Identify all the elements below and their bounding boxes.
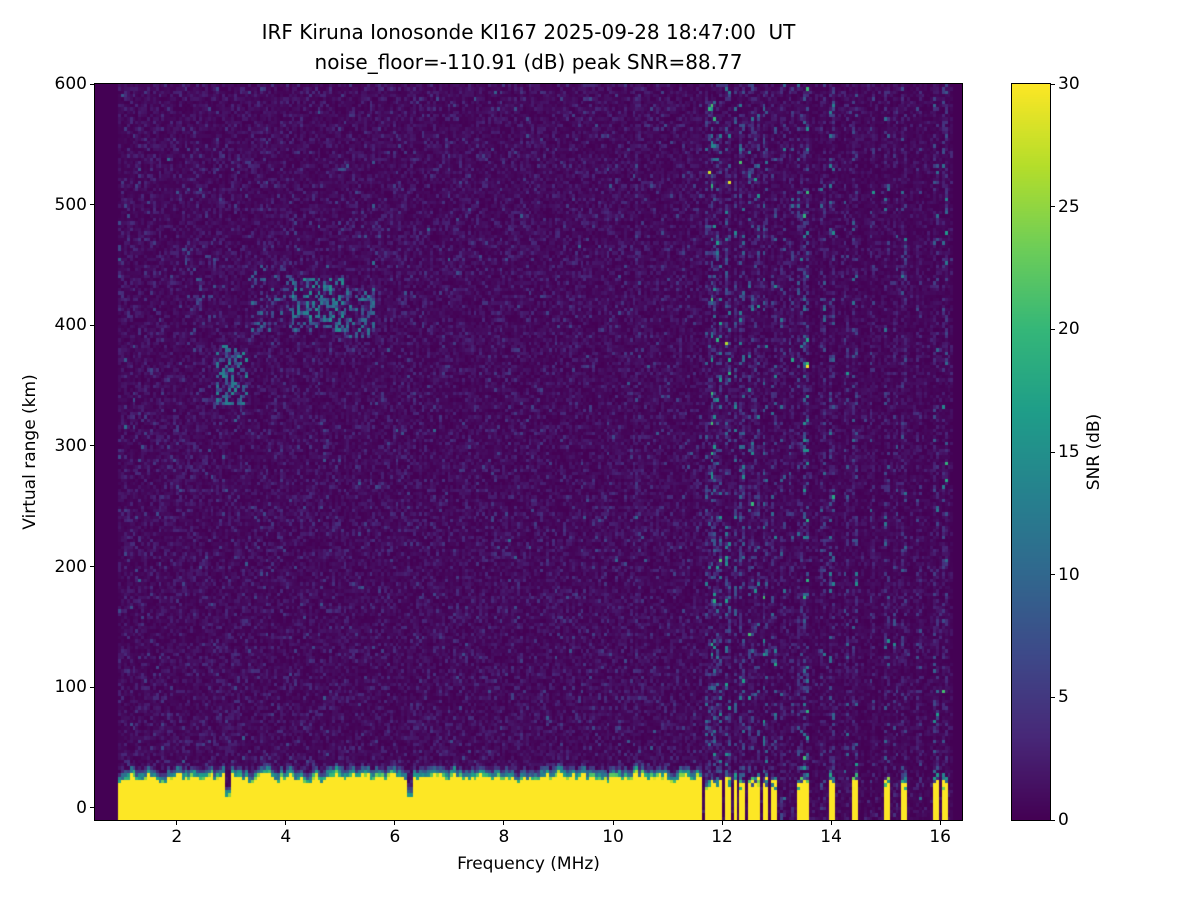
colorbar-tick-label: 25 — [1058, 196, 1080, 217]
y-tick-label: 100 — [54, 677, 87, 698]
x-tick-mark — [830, 821, 832, 825]
y-tick-label: 600 — [54, 74, 87, 94]
colorbar-tick-label: 10 — [1058, 564, 1080, 585]
chart-title: IRF Kiruna Ionosonde KI167 2025-09-28 18… — [261, 20, 796, 44]
colorbar-tick-mark — [1051, 696, 1055, 698]
colorbar-tick-label: 0 — [1058, 810, 1069, 830]
colorbar-tick-label: 20 — [1058, 319, 1080, 340]
y-tick-mark — [90, 445, 94, 447]
colorbar-tick-mark — [1051, 83, 1055, 85]
x-tick-label: 6 — [389, 827, 401, 847]
colorbar-tick-label: 5 — [1058, 687, 1069, 708]
y-tick-mark — [90, 83, 94, 85]
x-tick-label: 2 — [171, 827, 183, 847]
y-tick-label: 300 — [54, 435, 87, 456]
x-tick-label: 8 — [498, 827, 510, 847]
x-tick-mark — [721, 821, 723, 825]
colorbar-tick-mark — [1051, 819, 1055, 821]
y-tick-mark — [90, 566, 94, 568]
y-tick-label: 200 — [54, 556, 87, 577]
x-tick-mark — [612, 821, 614, 825]
y-tick-mark — [90, 324, 94, 326]
x-tick-label: 14 — [820, 827, 842, 847]
x-tick-mark — [394, 821, 396, 825]
y-tick-mark — [90, 807, 94, 809]
x-tick-mark — [503, 821, 505, 825]
x-tick-mark — [285, 821, 287, 825]
x-tick-mark — [176, 821, 178, 825]
x-axis-label: Frequency (MHz) — [457, 854, 600, 874]
x-tick-label: 16 — [929, 827, 952, 847]
y-tick-mark — [90, 686, 94, 688]
colorbar-tick-label: 30 — [1058, 74, 1080, 94]
y-tick-label: 400 — [54, 315, 87, 336]
colorbar-tick-mark — [1051, 206, 1055, 208]
colorbar-tick-label: 15 — [1058, 442, 1080, 462]
x-tick-label: 4 — [280, 827, 292, 847]
colorbar — [1011, 83, 1051, 821]
colorbar-tick-mark — [1051, 451, 1055, 453]
y-tick-label: 0 — [76, 797, 87, 818]
colorbar-tick-mark — [1051, 574, 1055, 576]
colorbar-tick-mark — [1051, 328, 1055, 330]
chart-subtitle: noise_floor=-110.91 (dB) peak SNR=88.77 — [314, 50, 743, 74]
colorbar-label: SNR (dB) — [1084, 413, 1104, 491]
ionogram-heatmap — [94, 83, 963, 821]
y-tick-label: 500 — [54, 194, 87, 215]
y-tick-mark — [90, 204, 94, 206]
x-tick-mark — [939, 821, 941, 825]
x-tick-label: 10 — [602, 827, 624, 847]
x-tick-label: 12 — [711, 827, 733, 847]
